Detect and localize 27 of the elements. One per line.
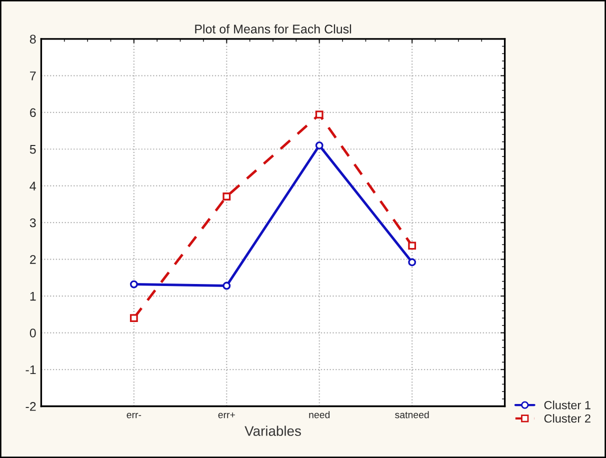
- legend-label: Cluster 1: [544, 400, 590, 410]
- point: [315, 141, 324, 150]
- chart-title: Plot of Means for Each Clusl: [195, 24, 352, 34]
- legend-label: Cluster 2: [544, 414, 590, 423]
- x-tick-label: need: [309, 411, 330, 418]
- y-tick-label: 0: [30, 328, 36, 338]
- point: [408, 258, 416, 266]
- point: [222, 282, 231, 290]
- x-tick-label: err+: [218, 412, 235, 418]
- point: [130, 314, 138, 322]
- point: [408, 242, 416, 250]
- y-tick-label: 1: [30, 292, 36, 301]
- point: [222, 192, 231, 200]
- y-tick-label: 7: [30, 72, 36, 80]
- point: [315, 110, 324, 119]
- x-tick-label: satneed: [395, 411, 429, 418]
- point: [130, 280, 138, 288]
- y-tick-label: 2: [30, 255, 36, 264]
- y-tick-label: 3: [30, 218, 36, 228]
- y-tick-label: 5: [30, 145, 36, 154]
- y-tick-label: 4: [30, 182, 36, 190]
- y-tick-label: -1: [26, 365, 36, 374]
- y-tick-label: 6: [30, 108, 36, 118]
- y-tick-label: 8: [30, 34, 36, 44]
- x-tick-label: err-: [126, 412, 142, 418]
- y-tick-label: -2: [26, 402, 36, 411]
- x-axis-title: Variables: [244, 426, 301, 436]
